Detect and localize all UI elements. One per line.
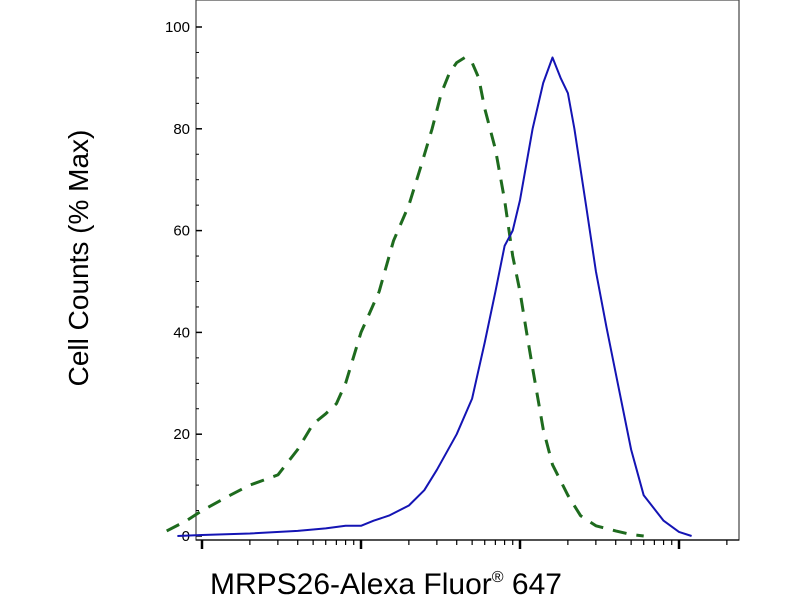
plot-frame (195, 0, 740, 541)
y-tick-label: 100 (165, 19, 190, 36)
y-axis-title: Cell Counts (% Max) (63, 130, 94, 387)
x-axis-title: MRPS26-Alexa Fluor® 647 (210, 568, 562, 600)
y-tick-label: 80 (173, 121, 190, 138)
y-tick-label: 60 (173, 223, 190, 240)
x-axis-title-suffix: 647 (504, 568, 562, 600)
x-axis-title-mark: ® (492, 569, 504, 586)
y-tick-label: 40 (173, 324, 190, 341)
series-dashed-line (166, 56, 644, 538)
series-solid-line (177, 56, 692, 537)
x-axis (196, 539, 739, 549)
series-group (166, 56, 692, 538)
y-tick-label: 20 (173, 426, 190, 443)
x-axis-title-main: MRPS26-Alexa Fluor (210, 568, 492, 600)
